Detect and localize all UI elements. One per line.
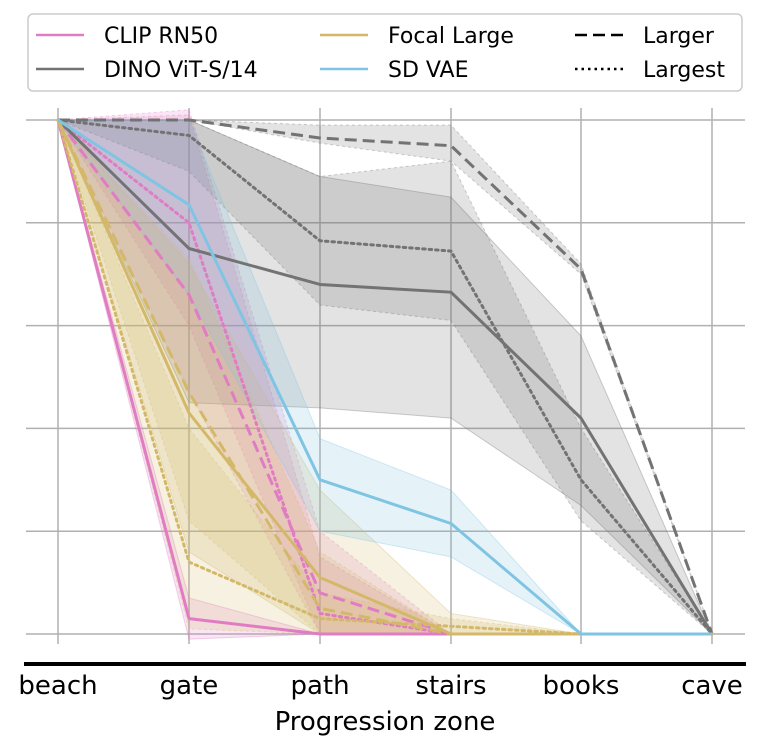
x-tick-label-cave: cave	[681, 671, 743, 701]
line-sd-vae-solid	[57, 118, 712, 636]
legend: CLIP RN50 DINO ViT-S/14 Focal Large SD VAE L…	[27, 13, 743, 92]
x-tick-label-beach: beach	[18, 671, 97, 701]
legend-label-largest: Largest	[643, 58, 725, 83]
line-dino-vit-s-14-dotted	[56, 118, 714, 636]
band-sd-vae-solid	[57, 119, 712, 635]
band-focal-large-solid	[57, 119, 712, 635]
band-clip-rn50-dotted	[57, 114, 712, 635]
x-axis: beach gate path stairs books cave	[18, 662, 746, 701]
band-clip-rn50-solid	[57, 119, 712, 640]
legend-label-focal-large: Focal Large	[388, 24, 514, 49]
legend-label-clip-rn50: CLIP RN50	[104, 24, 218, 49]
band-dino-vit-s-14-dashed	[58, 119, 713, 635]
grid	[26, 108, 745, 644]
legend-label-larger: Larger	[643, 24, 715, 49]
confidence-bands	[57, 109, 713, 640]
x-tick-label-books: books	[543, 671, 620, 701]
legend-box	[27, 13, 743, 92]
legend-label-dino-vit-s-14: DINO ViT-S/14	[104, 58, 258, 83]
x-tick-label-gate: gate	[160, 671, 219, 701]
x-axis-title: Progression zone	[275, 707, 496, 737]
legend-label-sd-vae: SD VAE	[388, 58, 469, 83]
line-dino-vit-s-14-dashed	[58, 118, 714, 635]
band-clip-rn50-dashed	[57, 109, 712, 635]
x-tick-label-stairs: stairs	[415, 671, 486, 701]
series-lines	[56, 118, 714, 636]
band-dino-vit-s-14-dotted	[57, 119, 713, 635]
x-tick-label-path: path	[290, 671, 349, 701]
band-focal-large-dashed	[57, 119, 712, 635]
line-dino-vit-s-14-solid	[56, 118, 714, 635]
